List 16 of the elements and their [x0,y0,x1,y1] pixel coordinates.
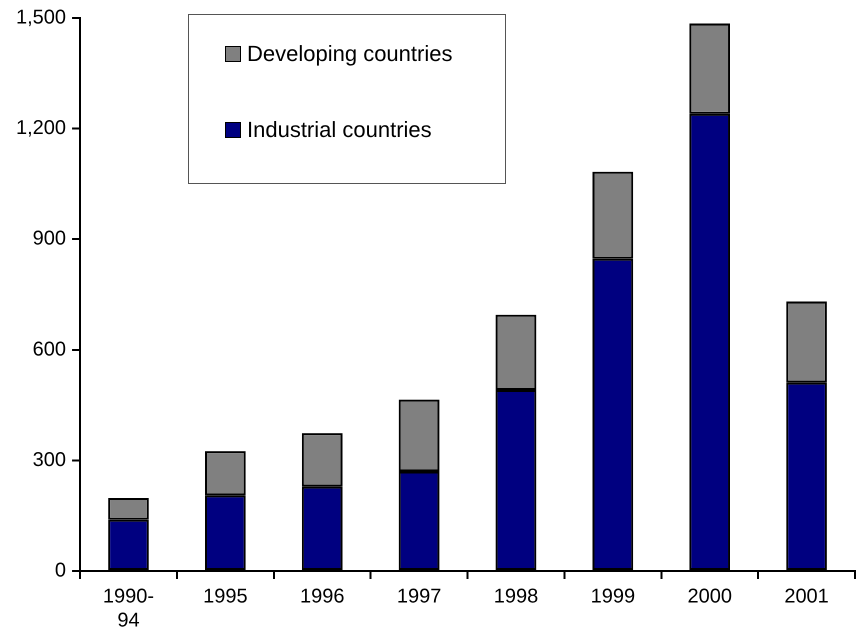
x-tick-label: 1996 [300,586,344,608]
legend-label: Industrial countries [247,117,432,143]
x-tick-label: 1995 [203,586,248,608]
x-tick-label: 1998 [494,586,538,608]
x-tick-label: 1997 [396,586,442,608]
x-tick-label: 2001 [784,586,829,608]
y-tick-label: 900 [32,228,66,250]
x-tick-label: 2000 [687,586,732,608]
x-tick-label: 1999 [590,586,636,608]
y-tick-label: 1,200 [16,117,66,140]
y-tick-label: 300 [32,448,66,471]
x-tick-label: 1990-94 [102,586,154,632]
y-tick-label: 1,500 [16,6,66,29]
y-tick-label: 0 [54,560,66,582]
y-tick-label: 600 [32,338,66,360]
legend-label: Developing countries [247,41,452,67]
